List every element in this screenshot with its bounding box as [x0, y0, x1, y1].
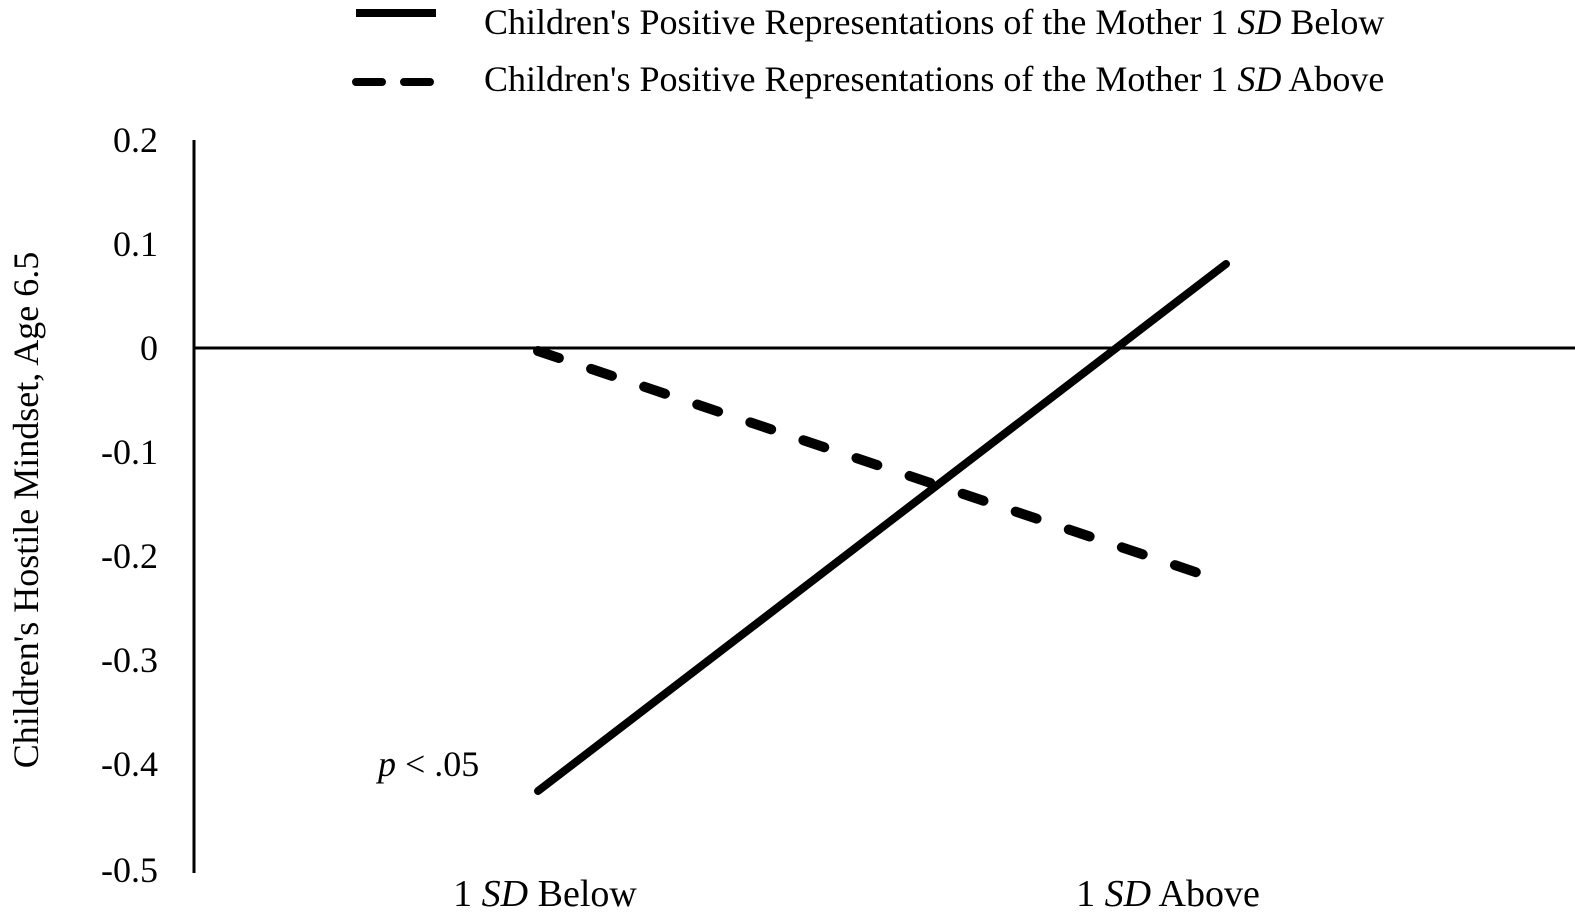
y-tick-neg0.3: -0.3 [101, 640, 158, 680]
legend-label-above: Children's Positive Representations of t… [484, 59, 1384, 99]
y-tick-neg0.2: -0.2 [101, 536, 158, 576]
series-solid-below [534, 260, 1230, 795]
x-tick-above: 1 SD Above [1076, 873, 1260, 915]
y-tick-neg0.4: -0.4 [101, 744, 158, 784]
y-tick-neg0.5: -0.5 [101, 850, 158, 890]
legend-label-below: Children's Positive Representations of t… [484, 2, 1384, 42]
y-tick-0.2: 0.2 [113, 120, 158, 160]
y-axis-label: Children's Hostile Mindset, Age 6.5 [6, 252, 46, 768]
series-dashed-above [533, 346, 1230, 587]
y-tick-labels: 0.2 0.1 0 -0.1 -0.2 -0.3 -0.4 -0.5 [101, 120, 158, 890]
significance-annotation: p < .05 [375, 744, 479, 784]
x-tick-below: 1 SD Below [453, 873, 637, 915]
legend: Children's Positive Representations of t… [352, 2, 1384, 99]
y-tick-0.1: 0.1 [113, 224, 158, 264]
y-tick-neg0.1: -0.1 [101, 432, 158, 472]
y-tick-0: 0 [140, 328, 158, 368]
